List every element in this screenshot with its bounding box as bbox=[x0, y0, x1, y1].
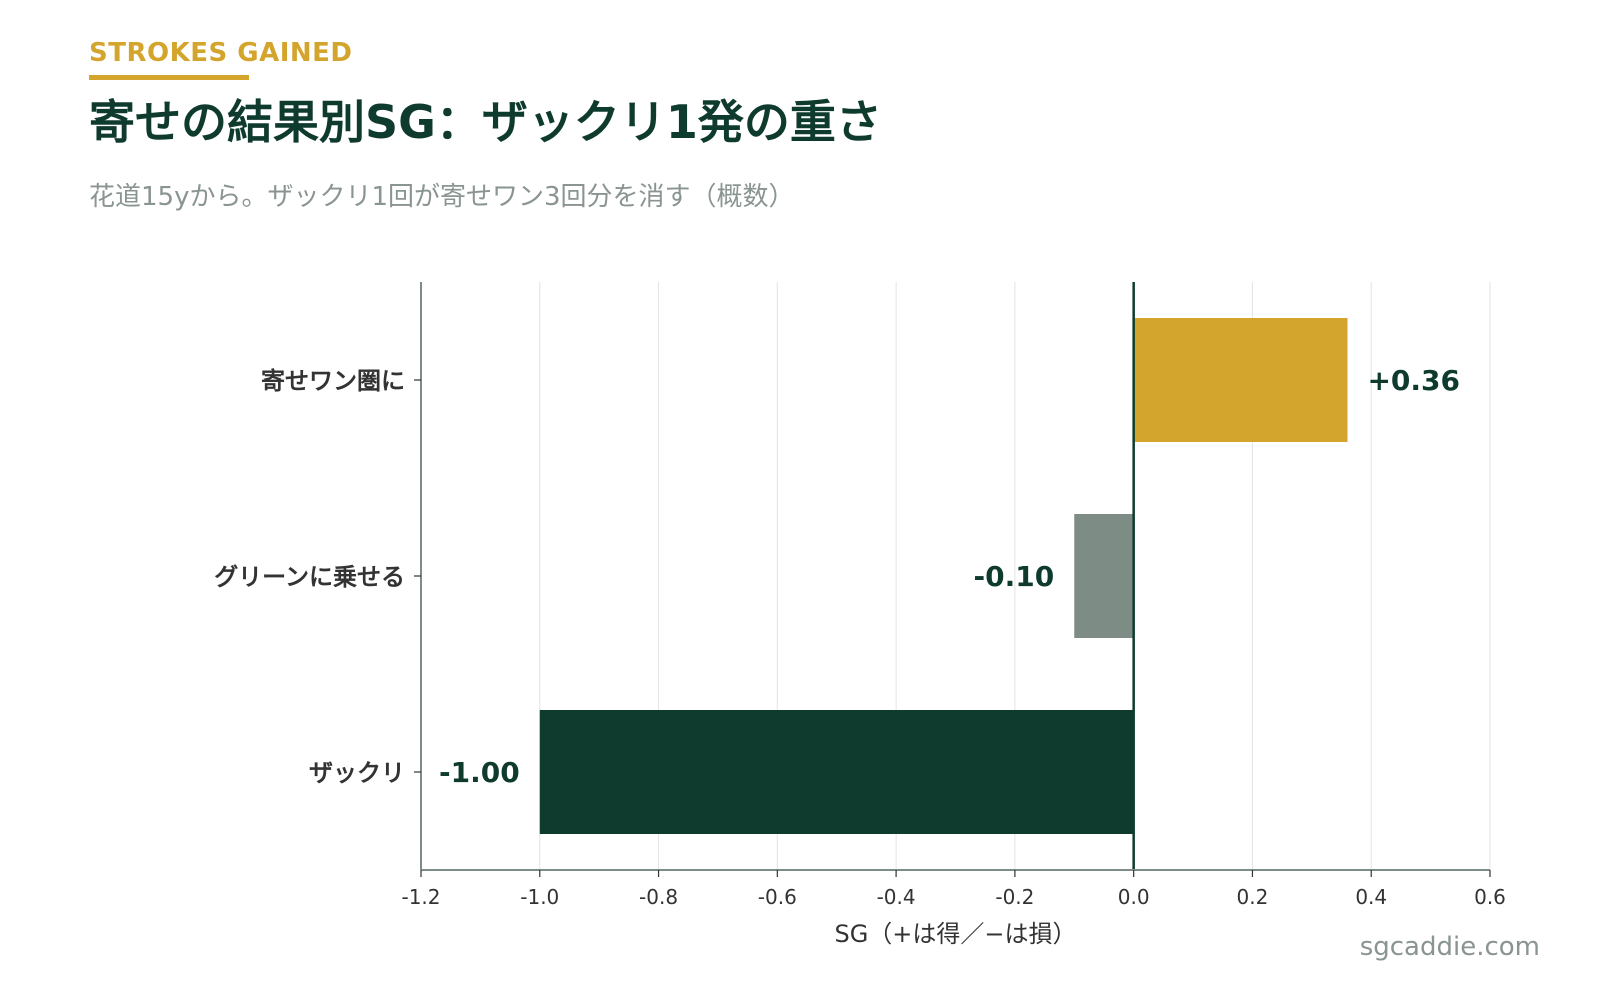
kicker-underline bbox=[89, 75, 249, 80]
value-label: -0.10 bbox=[974, 560, 1055, 593]
bar bbox=[1074, 514, 1134, 638]
watermark: sgcaddie.com bbox=[1359, 932, 1540, 962]
chart-subtitle: 花道15yから。ザックリ1回が寄せワン3回分を消す（概数） bbox=[89, 182, 795, 212]
x-tick-label: -0.6 bbox=[758, 885, 797, 909]
category-label: グリーンに乗せる bbox=[214, 563, 405, 591]
value-label: -1.00 bbox=[439, 756, 520, 789]
x-tick-label: -0.8 bbox=[639, 885, 678, 909]
value-label: +0.36 bbox=[1367, 364, 1460, 397]
x-axis-label: SG（+は得／−は損） bbox=[834, 920, 1076, 948]
category-label: 寄せワン圏に bbox=[261, 367, 405, 395]
bar bbox=[539, 710, 1134, 834]
x-tick-label: -1.0 bbox=[520, 885, 559, 909]
x-tick-label: 0.6 bbox=[1474, 885, 1506, 909]
bar bbox=[1133, 318, 1348, 442]
category-label: ザックリ bbox=[309, 759, 405, 787]
chart-title: 寄せの結果別SG：ザックリ1発の重さ bbox=[89, 95, 882, 149]
x-tick-label: -0.4 bbox=[877, 885, 916, 909]
chart-kicker: STROKES GAINED bbox=[89, 38, 353, 68]
x-tick-label: -1.2 bbox=[401, 885, 440, 909]
x-tick-label: -0.2 bbox=[995, 885, 1034, 909]
x-tick-label: 0.0 bbox=[1118, 885, 1150, 909]
x-tick-label: 0.2 bbox=[1237, 885, 1269, 909]
x-tick-label: 0.4 bbox=[1355, 885, 1387, 909]
